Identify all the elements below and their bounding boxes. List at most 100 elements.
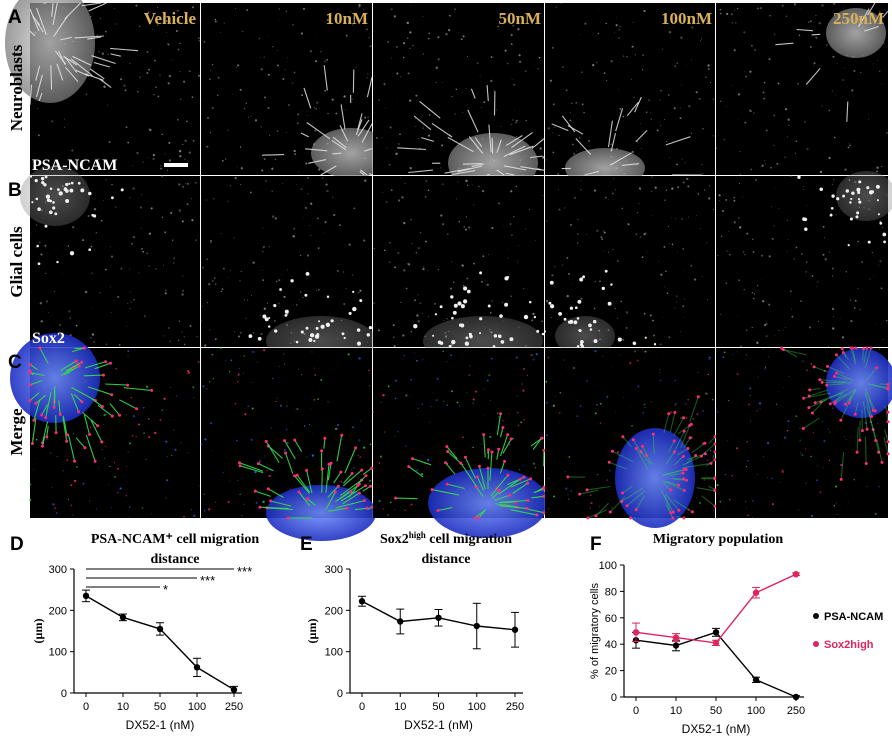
micro-speckle <box>608 198 610 200</box>
glial-cell <box>77 181 81 185</box>
micro-speckle <box>821 4 824 7</box>
glial-cell <box>58 191 63 196</box>
micro-speckle <box>745 465 748 468</box>
micro-speckle <box>552 404 555 407</box>
micro-speckle <box>95 232 97 234</box>
micro-speckle <box>756 409 758 412</box>
micro-speckle <box>685 417 688 419</box>
micro-speckle <box>72 432 74 435</box>
micro-speckle <box>245 102 247 104</box>
micro-speckle <box>209 329 211 331</box>
y-tick-label: 0 <box>337 688 343 700</box>
micro-speckle <box>848 143 850 145</box>
neurite <box>327 463 332 481</box>
micro-speckle <box>447 28 451 32</box>
neurite <box>265 441 280 463</box>
neurite <box>476 476 485 491</box>
micro-speckle <box>773 225 775 227</box>
glial-cell <box>825 383 829 387</box>
neurite <box>308 159 327 164</box>
micro-speckle <box>152 158 155 161</box>
micro-speckle <box>642 411 645 414</box>
glial-cell <box>451 339 456 345</box>
neurite <box>652 434 655 455</box>
micro-speckle <box>690 132 693 134</box>
micro-speckle <box>844 168 847 171</box>
micro-speckle <box>619 354 621 356</box>
micro-speckle <box>786 429 789 432</box>
micro-speckle <box>440 214 443 217</box>
micro-speckle <box>459 405 461 407</box>
micro-speckle <box>263 455 265 457</box>
panel-letter-d: D <box>10 534 24 555</box>
micro-speckle <box>345 288 347 290</box>
neurite <box>665 451 675 465</box>
micro-speckle <box>623 396 625 398</box>
micro-speckle <box>806 226 807 228</box>
neurite <box>357 119 370 137</box>
glial-cell <box>93 459 97 463</box>
micro-speckle <box>873 274 875 276</box>
micro-speckle <box>317 247 320 249</box>
glial-cell <box>308 338 313 342</box>
micro-speckle <box>656 354 657 355</box>
micro-speckle <box>214 20 217 23</box>
micro-speckle <box>754 179 758 182</box>
glial-cell <box>621 491 624 495</box>
micro-speckle <box>296 408 299 411</box>
glial-cell <box>813 401 817 405</box>
micro-speckle <box>675 218 677 220</box>
micro-speckle <box>217 76 220 79</box>
glial-cell <box>49 199 53 203</box>
micro-speckle <box>612 248 614 251</box>
micro-speckle <box>434 302 436 305</box>
neurite <box>496 169 505 176</box>
micro-speckle <box>841 336 845 339</box>
micro-speckle <box>786 136 788 138</box>
micro-speckle <box>348 478 351 480</box>
micro-speckle <box>244 413 247 416</box>
glial-cell <box>68 182 71 185</box>
glial-cell <box>457 301 462 306</box>
micro-speckle <box>315 290 318 292</box>
micro-speckle <box>676 163 678 166</box>
glial-cell <box>713 458 717 462</box>
micro-speckle <box>358 291 360 294</box>
micro-speckle <box>364 116 367 119</box>
neurite <box>470 88 476 99</box>
neurite <box>674 478 687 481</box>
micro-speckle <box>52 503 55 506</box>
neurite <box>499 434 509 457</box>
micro-speckle <box>821 378 823 380</box>
neurite <box>674 431 685 452</box>
micro-speckle <box>592 64 595 67</box>
micro-speckle <box>465 216 468 218</box>
micro-speckle <box>618 28 621 31</box>
glial-cell <box>536 329 540 333</box>
micro-speckle <box>181 293 184 296</box>
micro-speckle <box>206 388 208 390</box>
micro-speckle <box>720 313 722 315</box>
micro-speckle <box>698 97 701 100</box>
micro-speckle <box>675 301 677 303</box>
micro-speckle <box>191 96 194 99</box>
micro-speckle <box>417 407 419 409</box>
micro-speckle <box>421 403 424 405</box>
micro-speckle <box>397 430 399 433</box>
neurite <box>91 55 116 65</box>
neurite <box>460 462 478 487</box>
micro-cell <box>715 2 889 175</box>
micro-speckle <box>306 270 308 272</box>
micro-speckle <box>177 48 180 51</box>
neurite <box>284 452 294 474</box>
micro-speckle <box>697 372 699 374</box>
micro-speckle <box>774 187 776 188</box>
glial-cell <box>877 450 881 454</box>
neurite <box>35 65 41 81</box>
glial-cell <box>479 317 483 321</box>
neurite <box>499 499 528 503</box>
glial-cell <box>850 197 853 201</box>
micro-speckle <box>872 424 874 426</box>
micro-speckle <box>202 385 205 388</box>
micro-speckle <box>742 251 745 253</box>
